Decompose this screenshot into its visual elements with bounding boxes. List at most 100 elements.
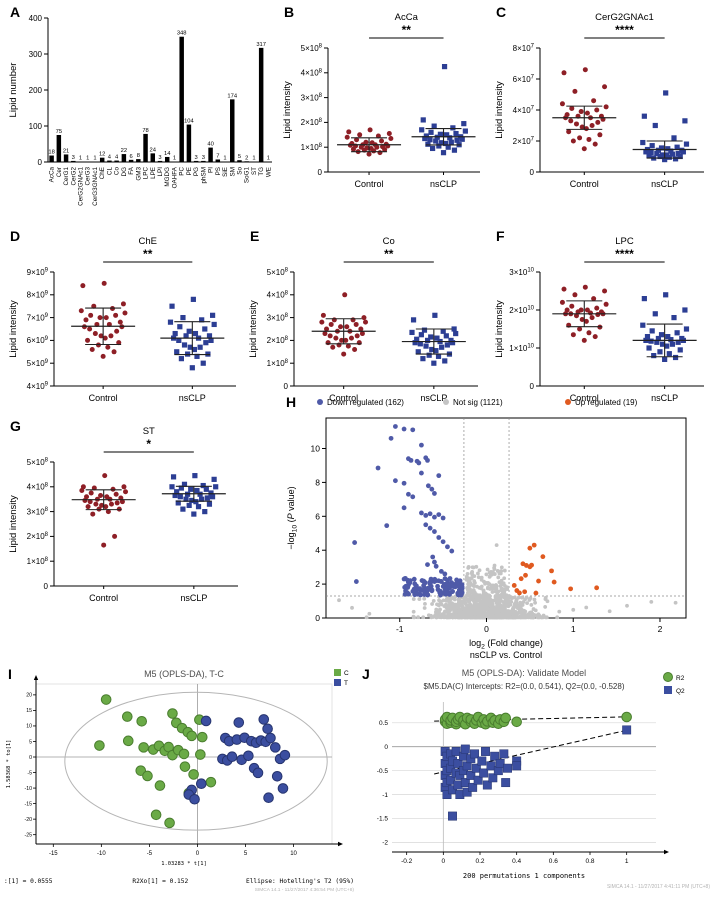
svg-text:4×108: 4×108 bbox=[301, 68, 323, 77]
svg-text:SIMCA 14.1 - 11/27/2017 4:36:5: SIMCA 14.1 - 11/27/2017 4:36:54 PM (UTC+… bbox=[255, 887, 355, 893]
svg-text:1: 1 bbox=[571, 624, 576, 634]
panel-a-label: A bbox=[10, 4, 21, 20]
svg-text:18: 18 bbox=[48, 150, 54, 156]
svg-text:ChE: ChE bbox=[138, 236, 156, 247]
svg-text:phSM: phSM bbox=[200, 167, 207, 183]
svg-text:1×108: 1×108 bbox=[301, 143, 323, 152]
panel-i: I -25 -20 -15 -10 -5 0 5 10 15 20 -15 -10 -5 0 5 10 M5 (… bbox=[2, 664, 356, 896]
svg-text:M5 (OPLS-DA), T-C: M5 (OPLS-DA), T-C bbox=[144, 669, 224, 679]
panel-j: J 0.5 0 -0.5 -1 -1.5 -2 -0.2 0 0.2 0.4 0.6 0.8 1 M5 (… bbox=[356, 664, 714, 896]
svg-text:0: 0 bbox=[44, 582, 49, 591]
svg-text:4×108: 4×108 bbox=[267, 290, 289, 299]
panel-j-label: J bbox=[362, 666, 370, 682]
svg-text:Control: Control bbox=[570, 179, 599, 189]
svg-text:0: 0 bbox=[196, 851, 200, 857]
panel-a: A 0 100 200 300 400 Lipid number 18 AcCa 75 Cer 21… bbox=[4, 2, 276, 226]
panel-i-label: I bbox=[8, 666, 12, 682]
svg-text:OAHFA: OAHFA bbox=[171, 166, 178, 188]
panel-g: G 0 1×108 2×108 3×108 4×108 5×108 Lipid intens… bbox=[4, 416, 250, 616]
svg-text:R2Xo[1] = 0.152: R2Xo[1] = 0.152 bbox=[132, 878, 188, 885]
svg-text:1: 1 bbox=[223, 156, 226, 162]
svg-text:4: 4 bbox=[108, 155, 112, 161]
svg-text:**: ** bbox=[143, 247, 153, 261]
svg-text:0: 0 bbox=[318, 168, 323, 177]
svg-text:ChE: ChE bbox=[99, 167, 106, 179]
svg-text:10: 10 bbox=[290, 851, 297, 857]
svg-text:1×108: 1×108 bbox=[267, 359, 289, 368]
svg-text:3×108: 3×108 bbox=[301, 93, 323, 102]
svg-text:0.2: 0.2 bbox=[475, 858, 484, 865]
svg-text:DG: DG bbox=[121, 167, 128, 177]
svg-text:1: 1 bbox=[267, 156, 270, 162]
svg-text:LPE: LPE bbox=[150, 167, 157, 179]
svg-text:10: 10 bbox=[311, 444, 321, 454]
svg-text:T: T bbox=[344, 680, 348, 687]
svg-text:78: 78 bbox=[142, 128, 148, 134]
svg-text:AcCa: AcCa bbox=[49, 167, 56, 183]
svg-text:22: 22 bbox=[121, 148, 127, 154]
svg-text:$M5.DA(C) Intercepts: R2=(0.0,: $M5.DA(C) Intercepts: R2=(0.0, 0.541), Q… bbox=[424, 682, 625, 691]
svg-text:0.4: 0.4 bbox=[512, 858, 521, 865]
svg-text:7×109: 7×109 bbox=[27, 313, 49, 322]
svg-text:2×108: 2×108 bbox=[267, 336, 289, 345]
panel-g-chart: 0 1×108 2×108 3×108 4×108 5×108 Lipid intensit… bbox=[8, 426, 238, 603]
svg-text:75: 75 bbox=[56, 129, 62, 135]
svg-text:1: 1 bbox=[625, 858, 629, 865]
svg-text:PS: PS bbox=[215, 167, 222, 175]
svg-text:M5 (OPLS-DA): Validate Model: M5 (OPLS-DA): Validate Model bbox=[462, 668, 586, 678]
svg-text:3×1010: 3×1010 bbox=[509, 268, 534, 277]
svg-text:1×108: 1×108 bbox=[27, 557, 49, 566]
svg-text:3: 3 bbox=[72, 155, 75, 161]
panel-b-label: B bbox=[284, 4, 295, 20]
svg-text:4: 4 bbox=[115, 155, 119, 161]
svg-text:Co: Co bbox=[383, 236, 395, 247]
svg-text:-1.5: -1.5 bbox=[377, 816, 389, 823]
svg-text:Not sig (1121): Not sig (1121) bbox=[453, 398, 503, 407]
svg-text:1: 1 bbox=[173, 156, 176, 162]
svg-text:log2 (Fold change): log2 (Fold change) bbox=[469, 638, 543, 651]
svg-text:SiE: SiE bbox=[222, 167, 229, 177]
svg-text:0: 0 bbox=[384, 744, 388, 751]
panel-f: F 0 1×1010 2×1010 3×1010 Lipid intensity Cont… bbox=[490, 226, 716, 416]
svg-text:CerG2GNAc1: CerG2GNAc1 bbox=[595, 12, 654, 23]
svg-text:LPC: LPC bbox=[615, 236, 634, 247]
svg-text:FA: FA bbox=[128, 166, 135, 174]
svg-text:4×108: 4×108 bbox=[27, 482, 49, 491]
svg-text:0.6: 0.6 bbox=[549, 858, 558, 865]
svg-text:nsCLP vs. Control: nsCLP vs. Control bbox=[470, 650, 542, 660]
panel-d-chart: 4×109 5×109 6×109 7×109 8×109 9×109 Lipid inte… bbox=[8, 236, 236, 403]
svg-text:0: 0 bbox=[442, 858, 446, 865]
svg-text:Co: Co bbox=[114, 167, 121, 176]
svg-text:-15: -15 bbox=[25, 801, 33, 807]
svg-text:0.8: 0.8 bbox=[585, 858, 594, 865]
svg-text:0: 0 bbox=[284, 382, 289, 391]
svg-text:Lipid intensity: Lipid intensity bbox=[282, 81, 293, 139]
svg-text:nsCLP: nsCLP bbox=[420, 393, 447, 403]
svg-text:LPC: LPC bbox=[143, 167, 150, 180]
svg-text:C: C bbox=[344, 670, 349, 677]
svg-text:**: ** bbox=[384, 247, 394, 261]
svg-text:CerG1: CerG1 bbox=[63, 167, 70, 186]
svg-text:7: 7 bbox=[216, 153, 219, 159]
svg-text:0: 0 bbox=[530, 382, 535, 391]
svg-text:CerG2: CerG2 bbox=[70, 167, 77, 186]
svg-text:20: 20 bbox=[26, 693, 32, 699]
svg-text:3: 3 bbox=[202, 155, 205, 161]
svg-text:nsCLP: nsCLP bbox=[180, 593, 207, 603]
svg-text:4×109: 4×109 bbox=[27, 382, 49, 391]
svg-text:2: 2 bbox=[315, 579, 320, 589]
svg-text:0: 0 bbox=[29, 755, 32, 761]
svg-text:2: 2 bbox=[658, 624, 663, 634]
svg-text:5: 5 bbox=[238, 154, 241, 160]
svg-text:10: 10 bbox=[26, 724, 32, 730]
svg-text:Q2: Q2 bbox=[676, 688, 685, 695]
svg-text:5×108: 5×108 bbox=[27, 458, 49, 467]
svg-text::[1] = 0.0555: :[1] = 0.0555 bbox=[4, 878, 53, 885]
svg-text:Control: Control bbox=[329, 393, 358, 403]
svg-text:nsCLP: nsCLP bbox=[430, 179, 457, 189]
svg-text:348: 348 bbox=[177, 31, 187, 37]
panel-b: B 0 1×108 2×108 3×108 4×108 5×108 Lipid intens… bbox=[278, 2, 492, 202]
svg-text:Lipid intensity: Lipid intensity bbox=[8, 300, 19, 358]
svg-text:4×107: 4×107 bbox=[513, 106, 535, 115]
svg-text:-5: -5 bbox=[147, 851, 153, 857]
